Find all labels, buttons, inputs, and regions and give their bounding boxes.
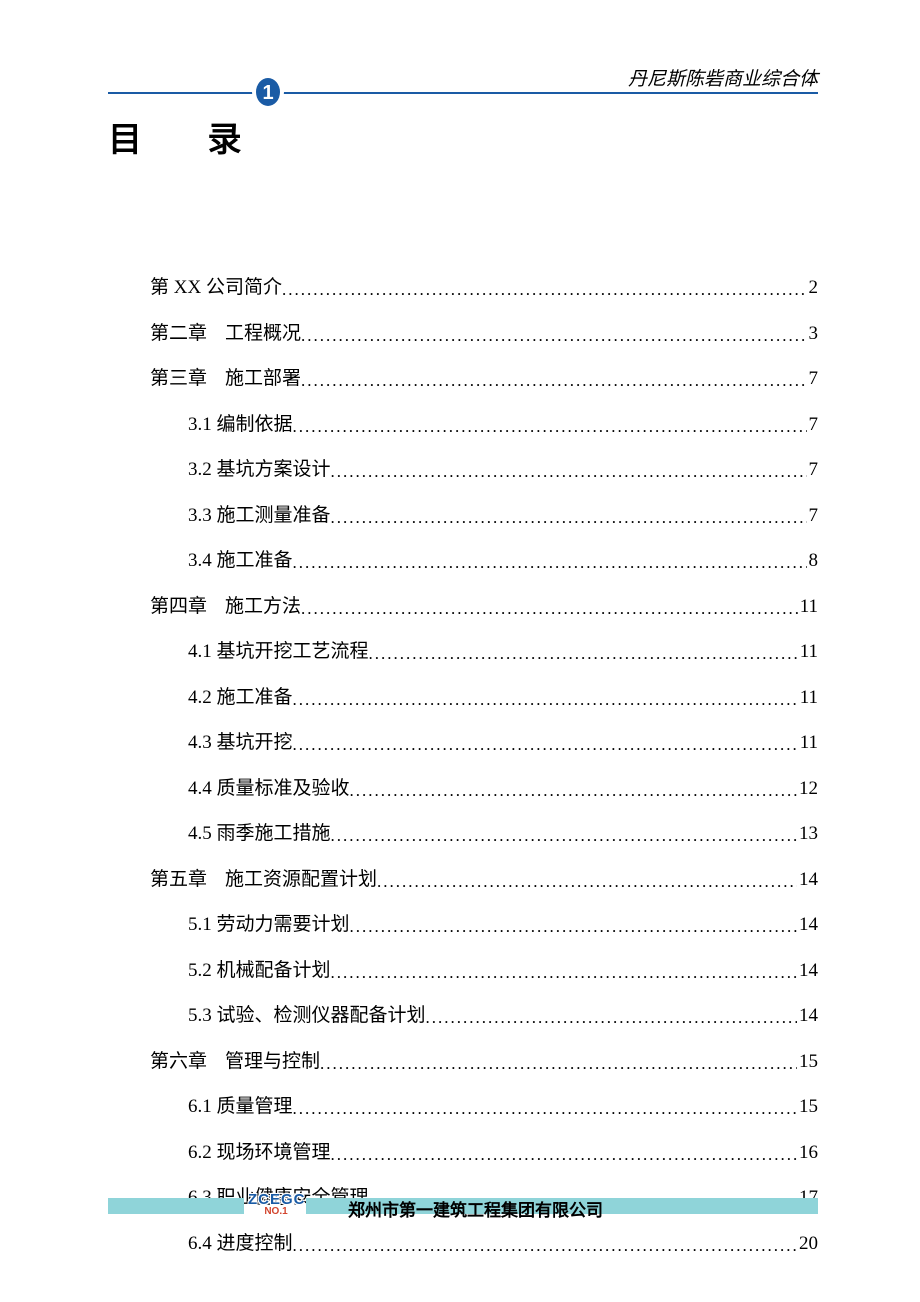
toc-entry-label: 第六章管理与控制 bbox=[150, 1046, 320, 1073]
toc-entry-page: 11 bbox=[798, 732, 818, 754]
toc-entry: 4.1 基坑开挖工艺流程 11 bbox=[150, 636, 818, 663]
toc-entry: 第四章施工方法 11 bbox=[150, 591, 818, 618]
toc-entry: 第五章施工资源配置计划 14 bbox=[150, 864, 818, 891]
toc-entry-page: 15 bbox=[797, 1051, 818, 1073]
toc-leader-dots bbox=[293, 735, 798, 755]
toc-entry: 4.4 质量标准及验收 12 bbox=[150, 773, 818, 800]
toc-leader-dots bbox=[331, 826, 797, 846]
toc-entry: 第二章工程概况 3 bbox=[150, 318, 818, 345]
svg-text:1: 1 bbox=[262, 82, 273, 104]
toc-entry-page: 3 bbox=[807, 323, 819, 345]
toc-entry-label: 第五章施工资源配置计划 bbox=[150, 864, 377, 891]
toc-entry-page: 14 bbox=[797, 960, 818, 982]
toc-entry: 6.4 进度控制 20 bbox=[150, 1228, 818, 1255]
toc-entry: 4.3 基坑开挖 11 bbox=[150, 727, 818, 754]
toc-entry-label: 3.3 施工测量准备 bbox=[188, 500, 331, 527]
toc-leader-dots bbox=[377, 872, 797, 892]
toc-leader-dots bbox=[320, 1054, 797, 1074]
toc-leader-dots bbox=[293, 553, 807, 573]
toc-entry-page: 14 bbox=[797, 869, 818, 891]
toc-entry: 3.4 施工准备 8 bbox=[150, 545, 818, 572]
toc-entry-label: 4.3 基坑开挖 bbox=[188, 727, 293, 754]
toc-entry-label: 6.2 现场环境管理 bbox=[188, 1137, 331, 1164]
toc-entry: 3.3 施工测量准备 7 bbox=[150, 500, 818, 527]
toc-entry: 6.1 质量管理 15 bbox=[150, 1091, 818, 1118]
footer-logo-icon: ZCEGC NO.1 bbox=[248, 1192, 304, 1217]
toc-entry-page: 15 bbox=[797, 1096, 818, 1118]
toc-leader-dots bbox=[331, 508, 807, 528]
toc-entry-label: 5.2 机械配备计划 bbox=[188, 955, 331, 982]
toc-entry-page: 14 bbox=[797, 914, 818, 936]
header-rule bbox=[108, 92, 818, 94]
toc-entry-label: 3.1 编制依据 bbox=[188, 409, 293, 436]
toc-leader-dots bbox=[301, 326, 806, 346]
toc-entry: 4.2 施工准备 11 bbox=[150, 682, 818, 709]
page-title: 目 录 bbox=[108, 112, 269, 161]
footer-logo-text-bottom: NO.1 bbox=[248, 1207, 304, 1217]
toc-entry: 3.2 基坑方案设计 7 bbox=[150, 454, 818, 481]
toc-entry-label: 5.1 劳动力需要计划 bbox=[188, 909, 350, 936]
toc-entry-label: 4.4 质量标准及验收 bbox=[188, 773, 350, 800]
toc-leader-dots bbox=[293, 1236, 797, 1256]
toc-leader-dots bbox=[293, 690, 798, 710]
toc-leader-dots bbox=[350, 917, 797, 937]
toc-leader-dots bbox=[282, 280, 807, 300]
footer-company-name: 郑州市第一建筑工程集团有限公司 bbox=[348, 1196, 603, 1221]
toc-entry-page: 8 bbox=[807, 550, 819, 572]
toc-entry: 5.3 试验、检测仪器配备计划 14 bbox=[150, 1000, 818, 1027]
toc-entry-page: 7 bbox=[807, 368, 819, 390]
toc-entry-label: 4.5 雨季施工措施 bbox=[188, 818, 331, 845]
toc-leader-dots bbox=[301, 371, 806, 391]
toc-entry-label: 4.1 基坑开挖工艺流程 bbox=[188, 636, 369, 663]
toc-entry-page: 12 bbox=[797, 778, 818, 800]
toc-entry-page: 11 bbox=[798, 641, 818, 663]
toc-leader-dots bbox=[426, 1008, 797, 1028]
toc-entry-page: 7 bbox=[807, 414, 819, 436]
toc-entry-label: 第四章施工方法 bbox=[150, 591, 301, 618]
toc-entry-label: 5.3 试验、检测仪器配备计划 bbox=[188, 1000, 426, 1027]
toc-entry-page: 7 bbox=[807, 505, 819, 527]
page-footer: ZCEGC NO.1 郑州市第一建筑工程集团有限公司 bbox=[108, 1192, 818, 1220]
toc-entry-label: 6.1 质量管理 bbox=[188, 1091, 293, 1118]
toc-entry-label: 第二章工程概况 bbox=[150, 318, 301, 345]
toc-leader-dots bbox=[331, 963, 797, 983]
toc-leader-dots bbox=[331, 462, 807, 482]
toc-entry-label: 第 XX 公司简介 bbox=[150, 272, 282, 299]
header-project-name: 丹尼斯陈砦商业综合体 bbox=[628, 64, 818, 91]
toc-entry-label: 3.4 施工准备 bbox=[188, 545, 293, 572]
toc-entry: 4.5 雨季施工措施 13 bbox=[150, 818, 818, 845]
toc-entry-page: 20 bbox=[797, 1233, 818, 1255]
toc-leader-dots bbox=[293, 1099, 797, 1119]
toc-entry-page: 11 bbox=[798, 596, 818, 618]
toc-entry: 第六章管理与控制 15 bbox=[150, 1046, 818, 1073]
toc-entry: 5.1 劳动力需要计划 14 bbox=[150, 909, 818, 936]
toc-leader-dots bbox=[301, 599, 798, 619]
footer-bar-left bbox=[108, 1198, 244, 1214]
toc-leader-dots bbox=[369, 644, 798, 664]
toc-entry-label: 3.2 基坑方案设计 bbox=[188, 454, 331, 481]
toc-leader-dots bbox=[350, 781, 797, 801]
toc-entry: 第三章施工部署 7 bbox=[150, 363, 818, 390]
toc-leader-dots bbox=[293, 417, 807, 437]
toc-entry-page: 16 bbox=[797, 1142, 818, 1164]
footer-logo-text-top: ZCEGC bbox=[248, 1192, 304, 1207]
toc-entry-label: 第三章施工部署 bbox=[150, 363, 301, 390]
toc-entry-page: 11 bbox=[798, 687, 818, 709]
toc-entry: 3.1 编制依据 7 bbox=[150, 409, 818, 436]
toc-entry-label: 6.4 进度控制 bbox=[188, 1228, 293, 1255]
table-of-contents: 第 XX 公司简介2第二章工程概况3第三章施工部署73.1 编制依据73.2 基… bbox=[150, 272, 818, 1273]
toc-entry: 第 XX 公司简介 2 bbox=[150, 272, 818, 299]
toc-leader-dots bbox=[331, 1145, 797, 1165]
header-logo-icon: 1 bbox=[252, 76, 284, 108]
toc-entry-page: 7 bbox=[807, 459, 819, 481]
toc-entry-label: 4.2 施工准备 bbox=[188, 682, 293, 709]
toc-entry-page: 14 bbox=[797, 1005, 818, 1027]
toc-entry: 5.2 机械配备计划 14 bbox=[150, 955, 818, 982]
toc-entry-page: 2 bbox=[807, 277, 819, 299]
toc-entry-page: 13 bbox=[797, 823, 818, 845]
toc-entry: 6.2 现场环境管理 16 bbox=[150, 1137, 818, 1164]
